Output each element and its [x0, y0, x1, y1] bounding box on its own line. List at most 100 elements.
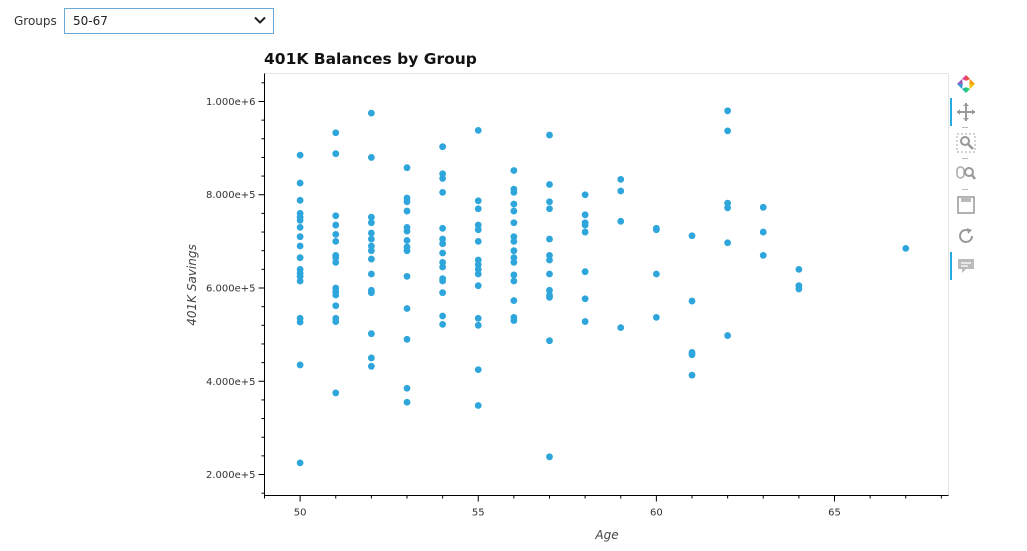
data-point[interactable] [474, 265, 482, 273]
data-point[interactable] [474, 314, 482, 322]
data-point[interactable] [439, 312, 447, 320]
data-point[interactable] [510, 233, 518, 241]
data-point[interactable] [652, 313, 660, 321]
data-point[interactable] [367, 219, 375, 227]
data-point[interactable] [510, 207, 518, 215]
data-point[interactable] [367, 270, 375, 278]
data-point[interactable] [510, 237, 518, 245]
data-point[interactable] [546, 337, 553, 345]
data-point[interactable] [367, 242, 375, 250]
data-point[interactable] [510, 317, 518, 325]
data-point[interactable] [546, 131, 553, 139]
data-point[interactable] [546, 251, 553, 259]
data-point[interactable] [581, 211, 589, 219]
data-point[interactable] [474, 366, 482, 373]
data-point[interactable] [367, 235, 375, 243]
data-point[interactable] [332, 212, 340, 220]
data-point[interactable] [617, 175, 625, 183]
data-point[interactable] [510, 167, 518, 174]
data-point[interactable] [617, 217, 625, 225]
data-point[interactable] [403, 398, 411, 406]
data-point[interactable] [688, 297, 696, 305]
data-point[interactable] [439, 235, 447, 243]
data-point[interactable] [403, 272, 411, 280]
data-point[interactable] [367, 229, 375, 237]
data-point[interactable] [759, 203, 767, 211]
data-point[interactable] [688, 351, 696, 359]
data-point[interactable] [902, 244, 910, 252]
data-point[interactable] [367, 362, 375, 370]
box-zoom-tool-button[interactable] [950, 129, 980, 157]
data-point[interactable] [367, 247, 375, 255]
data-point[interactable] [332, 230, 340, 238]
data-point[interactable] [367, 330, 375, 338]
data-point[interactable] [474, 221, 482, 229]
data-point[interactable] [546, 270, 553, 278]
data-point[interactable] [332, 258, 340, 266]
data-point[interactable] [581, 295, 589, 303]
data-point[interactable] [439, 320, 447, 328]
data-point[interactable] [296, 216, 304, 224]
data-point[interactable] [546, 198, 553, 206]
data-point[interactable] [724, 204, 732, 212]
data-point[interactable] [403, 227, 411, 235]
bokeh-logo-icon[interactable] [950, 70, 980, 98]
data-point[interactable] [403, 164, 411, 172]
data-point[interactable] [581, 191, 589, 199]
data-point[interactable] [403, 237, 411, 244]
data-point[interactable] [439, 277, 447, 285]
data-point[interactable] [617, 187, 625, 195]
data-point[interactable] [724, 107, 732, 115]
data-point[interactable] [296, 242, 304, 250]
data-point[interactable] [367, 255, 375, 263]
hover-tool-button[interactable] [950, 252, 980, 280]
data-point[interactable] [474, 321, 482, 329]
data-point[interactable] [510, 254, 518, 262]
data-point[interactable] [332, 221, 340, 229]
data-point[interactable] [367, 154, 375, 161]
data-point[interactable] [403, 305, 411, 312]
data-point[interactable] [510, 247, 518, 255]
data-point[interactable] [474, 237, 482, 245]
pan-tool-button[interactable] [950, 98, 980, 126]
data-point[interactable] [724, 127, 732, 135]
data-point[interactable] [367, 213, 375, 221]
data-point[interactable] [474, 270, 482, 278]
data-point[interactable] [546, 256, 553, 264]
data-point[interactable] [510, 277, 518, 285]
data-point[interactable] [759, 251, 767, 259]
data-point[interactable] [367, 109, 375, 117]
save-tool-button[interactable] [950, 191, 980, 219]
data-point[interactable] [510, 200, 518, 208]
data-point[interactable] [688, 232, 696, 240]
data-point[interactable] [332, 150, 340, 158]
wheel-zoom-tool-button[interactable] [950, 160, 980, 188]
data-point[interactable] [439, 263, 447, 271]
data-point[interactable] [403, 198, 411, 206]
data-point[interactable] [724, 199, 732, 207]
reset-tool-button[interactable] [950, 222, 980, 250]
groups-select[interactable]: 50-67 [64, 8, 274, 34]
data-point[interactable] [403, 247, 411, 255]
data-point[interactable] [474, 126, 482, 134]
data-point[interactable] [296, 361, 304, 369]
data-point[interactable] [439, 289, 447, 297]
data-point[interactable] [332, 291, 340, 299]
data-point[interactable] [296, 233, 304, 241]
data-point[interactable] [474, 261, 482, 269]
data-point[interactable] [367, 289, 375, 297]
data-point[interactable] [759, 228, 767, 236]
data-point[interactable] [296, 196, 304, 204]
data-point[interactable] [439, 249, 447, 257]
data-point[interactable] [296, 254, 304, 262]
data-point[interactable] [474, 226, 482, 234]
data-point[interactable] [795, 265, 803, 273]
data-point[interactable] [510, 189, 518, 196]
data-point[interactable] [581, 318, 589, 325]
data-point[interactable] [296, 179, 304, 187]
data-point[interactable] [296, 318, 304, 326]
data-point[interactable] [403, 384, 411, 392]
data-point[interactable] [439, 175, 447, 182]
data-point[interactable] [795, 285, 803, 293]
data-point[interactable] [546, 235, 553, 243]
